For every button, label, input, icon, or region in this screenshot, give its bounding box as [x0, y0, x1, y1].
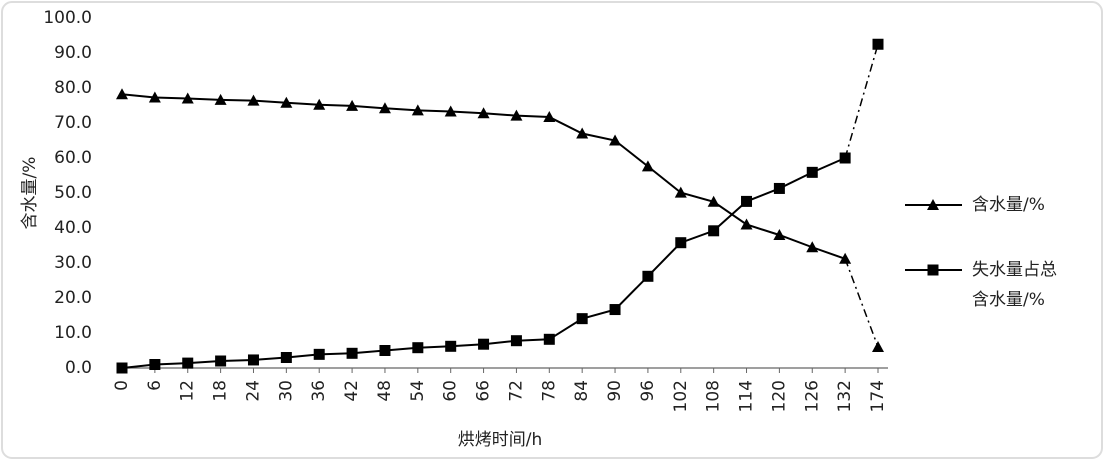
triangle-marker	[707, 195, 720, 207]
x-tick-label: 72	[506, 380, 526, 402]
triangle-marker	[148, 91, 161, 103]
triangle-marker	[576, 127, 589, 139]
square-marker	[182, 357, 194, 369]
x-tick-label: 66	[474, 380, 494, 402]
square-marker	[247, 354, 259, 366]
x-tick-label: 96	[638, 380, 658, 402]
triangle-marker	[346, 99, 359, 111]
y-tick-label: 10.0	[54, 323, 92, 343]
square-marker	[609, 304, 621, 316]
triangle-marker	[740, 218, 753, 230]
square-marker	[412, 342, 424, 354]
x-tick-label: 174	[868, 380, 888, 412]
square-marker	[280, 352, 292, 363]
series-line	[121, 157, 846, 369]
triangle-marker	[510, 109, 523, 121]
x-tick-label: 54	[408, 380, 428, 402]
series-line-dashed	[844, 258, 879, 348]
x-tick-label: 60	[441, 380, 461, 402]
square-marker	[149, 359, 161, 370]
triangle-marker	[609, 134, 622, 146]
y-tick-label: 40.0	[54, 218, 92, 238]
x-tick-label: 6	[145, 380, 165, 391]
triangle-marker	[378, 102, 391, 114]
square-marker	[773, 182, 785, 194]
triangle-marker	[444, 105, 457, 117]
y-tick-label: 60.0	[54, 148, 92, 168]
square-marker	[708, 225, 720, 237]
series-line	[121, 93, 846, 260]
square-marker	[510, 335, 522, 347]
y-tick-label: 0.0	[65, 358, 92, 378]
square-marker	[346, 347, 358, 359]
x-axis-title: 烘烤时间/h	[458, 430, 543, 450]
x-tick-label: 108	[704, 380, 724, 412]
square-marker	[379, 345, 391, 356]
square-marker	[927, 264, 939, 276]
y-axis-title: 含水量/%	[20, 157, 40, 230]
x-tick-label: 126	[802, 380, 822, 412]
square-marker	[642, 270, 654, 282]
series-line-dashed	[844, 44, 879, 159]
y-tick-label: 30.0	[54, 253, 92, 273]
triangle-marker	[313, 98, 326, 110]
x-tick-label: 36	[309, 380, 329, 402]
square-marker	[675, 237, 687, 249]
x-tick-label: 42	[342, 380, 362, 402]
legend-label: 含水量/%	[972, 195, 1045, 215]
x-tick-label: 102	[671, 380, 691, 412]
legend-label: 失水量占总含水量/%	[972, 260, 1057, 310]
square-marker	[478, 338, 490, 350]
square-marker	[839, 152, 851, 164]
triangle-marker	[641, 160, 654, 172]
y-tick-label: 80.0	[54, 78, 92, 98]
triangle-marker	[247, 94, 260, 106]
x-tick-label: 48	[375, 380, 395, 402]
y-tick-label: 100.0	[43, 8, 92, 28]
triangle-marker	[214, 93, 227, 105]
triangle-marker	[477, 107, 490, 119]
x-tick-label: 24	[243, 380, 263, 402]
triangle-marker	[806, 241, 819, 253]
x-tick-label: 84	[572, 380, 592, 402]
x-tick-label: 132	[835, 380, 855, 412]
triangle-marker	[773, 229, 786, 240]
triangle-marker	[116, 88, 128, 100]
y-tick-label: 90.0	[54, 43, 92, 63]
x-tick-label: 12	[178, 380, 198, 402]
x-tick-label: 18	[211, 380, 231, 402]
square-marker	[576, 313, 588, 325]
y-tick-label: 20.0	[54, 288, 92, 308]
square-marker	[215, 355, 227, 367]
square-marker	[313, 348, 325, 360]
triangle-marker	[543, 111, 556, 123]
triangle-marker	[674, 186, 687, 198]
x-tick-label: 90	[605, 380, 625, 402]
square-marker	[806, 166, 818, 178]
y-tick-label: 70.0	[54, 113, 92, 133]
triangle-marker	[927, 199, 939, 210]
x-tick-label: 0	[112, 380, 132, 391]
triangle-marker	[411, 104, 424, 116]
square-marker	[872, 38, 884, 50]
square-marker	[543, 333, 555, 345]
triangle-marker	[872, 341, 884, 352]
triangle-marker	[280, 96, 293, 108]
x-tick-label: 120	[769, 380, 789, 412]
square-marker	[741, 195, 753, 207]
y-tick-label: 50.0	[54, 183, 92, 203]
x-tick-label: 30	[276, 380, 296, 402]
x-tick-label: 114	[737, 380, 757, 412]
triangle-marker	[181, 92, 194, 104]
x-tick-label: 78	[539, 380, 559, 402]
square-marker	[116, 362, 128, 374]
square-marker	[445, 340, 457, 352]
triangle-marker	[839, 252, 852, 264]
